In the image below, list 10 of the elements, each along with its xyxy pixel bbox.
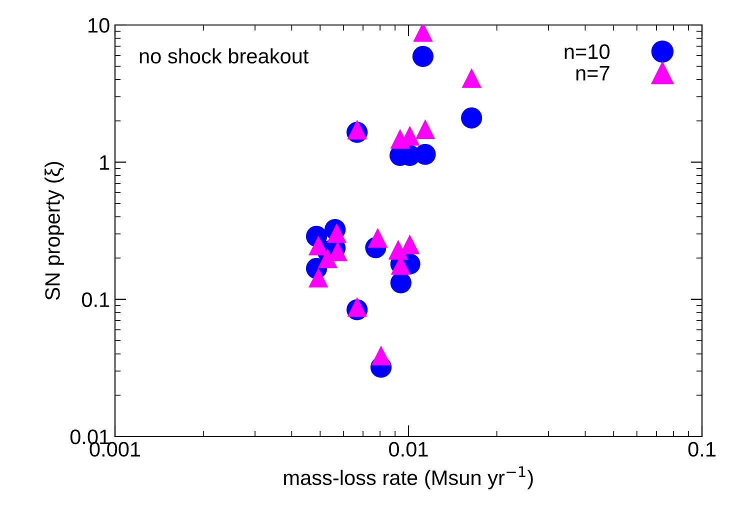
y-axis-title: SN property (ξ) (44, 162, 64, 300)
x-tick-label: 0.01 (389, 442, 428, 457)
annotation: no shock breakout (140, 48, 309, 64)
legend-label: n=10 (564, 44, 610, 60)
y-tick-label: 0.1 (82, 292, 110, 308)
x-axis-title: mass-loss rate (Msun yr$^{−1}$) (284, 466, 533, 490)
y-tick-label: 1 (100, 155, 110, 170)
y-tick-label: 10 (88, 18, 110, 33)
legend-label: n=7 (576, 66, 610, 80)
x-tick-label: 0.1 (688, 442, 716, 457)
